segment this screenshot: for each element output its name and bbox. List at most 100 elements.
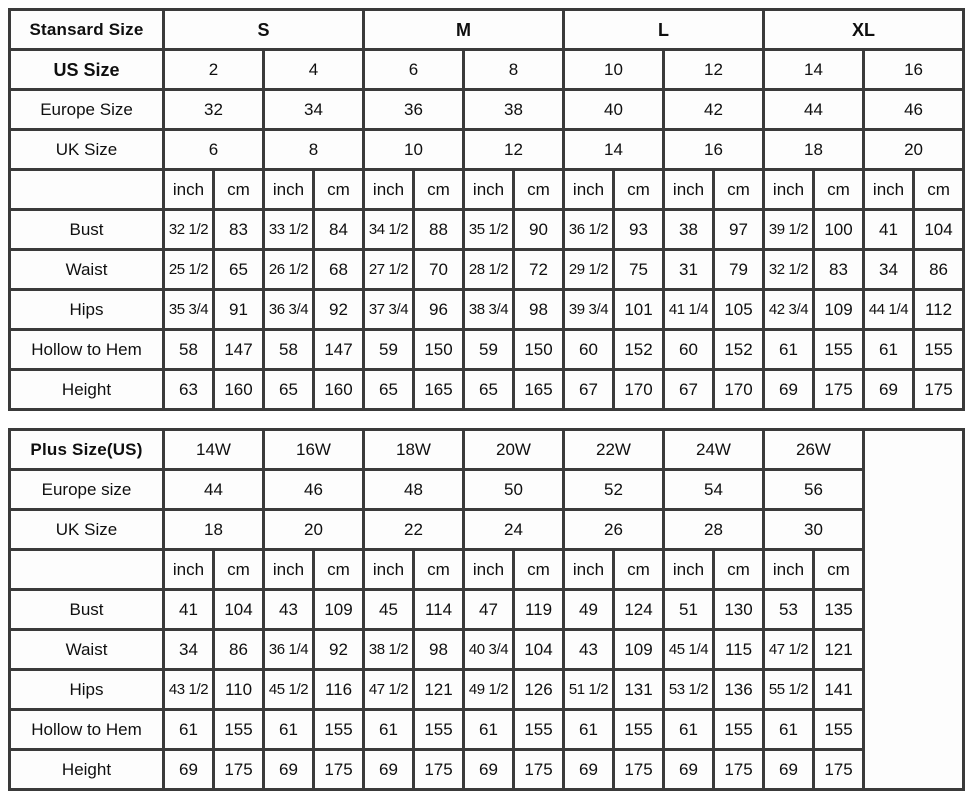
size-value-cell: 36 bbox=[362, 88, 466, 131]
measurement-value-cell: 28 1/2 bbox=[462, 248, 516, 291]
measurement-value-cell: 155 bbox=[912, 328, 966, 371]
measurement-value-cell: 43 1/2 bbox=[162, 668, 215, 711]
measurement-value-cell: 67 bbox=[562, 368, 616, 411]
measurement-value-cell: 32 1/2 bbox=[162, 208, 215, 251]
size-value-cell: 12 bbox=[462, 128, 566, 171]
size-value-cell: 8 bbox=[261, 128, 366, 171]
measurement-value-cell: 109 bbox=[612, 628, 665, 671]
measurement-value-cell: 119 bbox=[512, 588, 565, 631]
measurement-value-cell: 67 bbox=[662, 368, 716, 411]
measurement-value-cell: 58 bbox=[262, 328, 315, 371]
size-group-header-cell: XL bbox=[762, 8, 966, 51]
unit-header-cell: inch bbox=[562, 168, 616, 211]
measurement-value-cell: 44 1/4 bbox=[862, 288, 916, 331]
measurement-value-cell: 98 bbox=[412, 628, 465, 671]
measurement-value-cell: 45 1/2 bbox=[262, 668, 315, 711]
size-value-cell: 14 bbox=[762, 48, 866, 91]
unit-header-cell: cm bbox=[812, 168, 866, 211]
measurement-value-cell: 114 bbox=[412, 588, 465, 631]
size-value-cell: 6 bbox=[362, 48, 466, 91]
unit-header-cell: cm bbox=[812, 548, 865, 591]
measurement-value-cell: 75 bbox=[612, 248, 666, 291]
measurement-value-cell: 69 bbox=[862, 368, 916, 411]
unit-row-empty-cell bbox=[8, 168, 165, 211]
size-conversion-row: UK Size 18 20 22 24 26 28 30 bbox=[8, 508, 964, 551]
size-value-cell: 56 bbox=[762, 468, 865, 511]
size-value-cell: 16 bbox=[662, 128, 766, 171]
measurement-value-cell: 155 bbox=[212, 708, 265, 751]
measurement-row: Hollow to Hem 58 147 58 147 59 150 59 150 60 152 60… bbox=[8, 328, 966, 371]
measurement-value-cell: 160 bbox=[212, 368, 265, 411]
empty-side-cell bbox=[862, 428, 965, 791]
unit-row-empty-cell bbox=[8, 548, 165, 591]
size-value-cell: 22 bbox=[362, 508, 465, 551]
measurement-value-cell: 130 bbox=[712, 588, 765, 631]
unit-header-cell: cm bbox=[212, 168, 265, 211]
measurement-value-cell: 41 bbox=[162, 588, 215, 631]
unit-header-cell: cm bbox=[312, 548, 365, 591]
size-value-cell: 20 bbox=[262, 508, 365, 551]
measurement-value-cell: 90 bbox=[512, 208, 566, 251]
unit-header-row: inch cm inch cm inch cm inch cm inch cm inch cm inch… bbox=[8, 548, 964, 591]
measurement-value-cell: 69 bbox=[562, 748, 615, 791]
size-value-cell: 46 bbox=[862, 88, 966, 131]
unit-header-cell: inch bbox=[362, 548, 415, 591]
measurement-value-cell: 69 bbox=[362, 748, 415, 791]
size-group-header-row: Plus Size(US) 14W 16W 18W 20W 22W 24W 26W bbox=[8, 428, 965, 791]
measurement-value-cell: 61 bbox=[362, 708, 415, 751]
measurement-row: Waist 25 1/2 65 26 1/2 68 27 1/2 70 28 1/2 72 29 … bbox=[8, 248, 966, 291]
measurement-row: Hips 35 3/4 91 36 3/4 92 37 3/4 96 38 3/4 98 39 3… bbox=[8, 288, 966, 331]
measurement-value-cell: 65 bbox=[362, 368, 416, 411]
unit-header-cell: inch bbox=[662, 168, 716, 211]
standard-size-table: Stansard Size S M L XL US Size 2 4 6 8 10 12 14 16 Eur… bbox=[8, 8, 966, 411]
measurement-value-cell: 61 bbox=[462, 708, 515, 751]
measurement-value-cell: 69 bbox=[762, 748, 815, 791]
size-group-header-row: Stansard Size S M L XL bbox=[8, 8, 966, 51]
measurement-value-cell: 61 bbox=[162, 708, 215, 751]
measurement-row: Bust 32 1/2 83 33 1/2 84 34 1/2 88 35 1/2 90 36 1… bbox=[8, 208, 966, 251]
measurement-value-cell: 155 bbox=[612, 708, 665, 751]
measurement-value-cell: 47 bbox=[462, 588, 515, 631]
measurement-value-cell: 92 bbox=[311, 288, 366, 331]
unit-header-cell: cm bbox=[512, 548, 565, 591]
measurement-value-cell: 110 bbox=[212, 668, 265, 711]
measurement-value-cell: 97 bbox=[712, 208, 766, 251]
size-value-cell: 54 bbox=[662, 468, 765, 511]
measurement-value-cell: 136 bbox=[712, 668, 765, 711]
measurement-value-cell: 152 bbox=[612, 328, 666, 371]
size-value-cell: 44 bbox=[762, 88, 866, 131]
size-value-cell: 48 bbox=[362, 468, 465, 511]
measurement-value-cell: 34 bbox=[162, 628, 215, 671]
measurement-row: Hips 43 1/2 110 45 1/2 116 47 1/2 121 49 1/2 126… bbox=[8, 668, 964, 711]
measurement-value-cell: 175 bbox=[912, 368, 966, 411]
measurement-value-cell: 155 bbox=[812, 708, 865, 751]
measurement-row: Hollow to Hem 61 155 61 155 61 155 61 155 61 155 61… bbox=[8, 708, 964, 751]
measurement-value-cell: 61 bbox=[562, 708, 615, 751]
unit-header-cell: inch bbox=[262, 168, 315, 211]
measurement-value-cell: 42 3/4 bbox=[762, 288, 816, 331]
measurement-row: Height 63 160 65 160 65 165 65 165 67 170 67 170 69 17… bbox=[8, 368, 966, 411]
measurement-value-cell: 155 bbox=[812, 328, 866, 371]
unit-header-cell: inch bbox=[362, 168, 416, 211]
measurement-value-cell: 121 bbox=[812, 628, 865, 671]
measurement-value-cell: 152 bbox=[712, 328, 766, 371]
measurement-value-cell: 63 bbox=[162, 368, 215, 411]
standard-size-chart: Stansard Size S M L XL US Size 2 4 6 8 10 12 14 16 Eur… bbox=[8, 8, 966, 411]
unit-header-cell: cm bbox=[311, 168, 366, 211]
measurement-label-cell: Hollow to Hem bbox=[8, 708, 165, 751]
measurement-row: Height 69 175 69 175 69 175 69 175 69 175 69 175 69 17… bbox=[8, 748, 964, 791]
measurement-value-cell: 58 bbox=[162, 328, 215, 371]
measurement-value-cell: 49 bbox=[562, 588, 615, 631]
measurement-value-cell: 34 1/2 bbox=[362, 208, 416, 251]
size-value-cell: 24 bbox=[462, 508, 565, 551]
measurement-label-cell: Height bbox=[8, 748, 165, 791]
measurement-row: Bust 41 104 43 109 45 114 47 119 49 124 51 130 53 135 bbox=[8, 588, 964, 631]
measurement-label-cell: Bust bbox=[8, 588, 165, 631]
measurement-value-cell: 72 bbox=[512, 248, 566, 291]
size-group-header-cell: S bbox=[161, 8, 366, 51]
measurement-value-cell: 60 bbox=[662, 328, 716, 371]
unit-header-cell: cm bbox=[412, 548, 465, 591]
size-value-cell: 2 bbox=[162, 48, 265, 91]
measurement-value-cell: 155 bbox=[312, 708, 365, 751]
size-group-header-cell: 18W bbox=[362, 428, 465, 471]
